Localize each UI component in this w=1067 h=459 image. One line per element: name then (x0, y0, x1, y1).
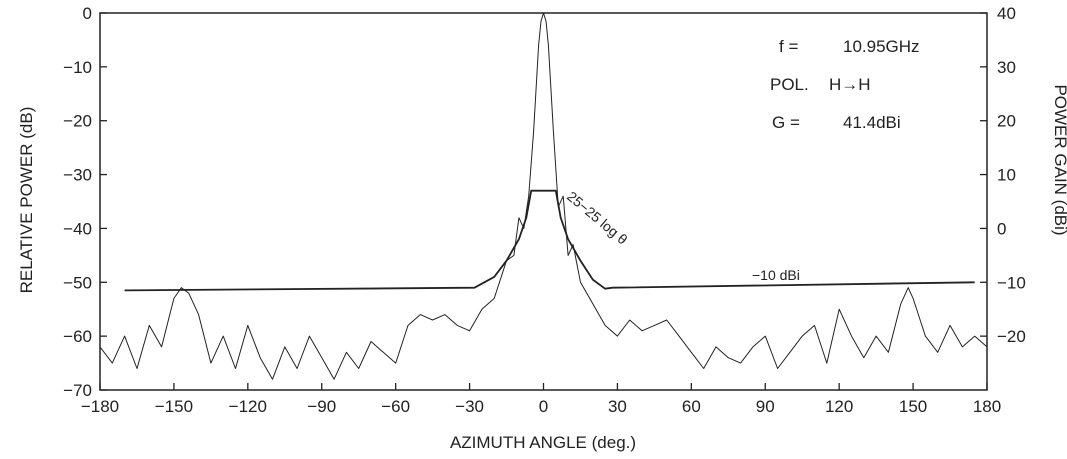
y-tick-label: 0 (83, 4, 92, 23)
pol-value: H→H (829, 75, 871, 94)
x-tick-label: −180 (81, 397, 119, 416)
measured-pattern-line (99, 12, 988, 380)
y2-tick-label: −20 (997, 327, 1026, 346)
y-axis-title: RELATIVE POWER (dB) (17, 107, 36, 294)
x-axis-ticks: −180 −150 −120 −90 −60 −30 0 30 60 90 120 150 180 (81, 383, 1001, 416)
y2-tick-label: 40 (997, 4, 1016, 23)
x-tick-label: 90 (756, 397, 775, 416)
y2-tick-label: 20 (997, 112, 1016, 131)
y2-tick-label: 10 (997, 166, 1016, 185)
y-tick-label: −50 (63, 273, 92, 292)
freq-label: f = (779, 37, 798, 56)
x-tick-label: 180 (973, 397, 1001, 416)
series-layer (99, 12, 988, 380)
envelope-line (124, 189, 975, 292)
x-tick-label: −60 (381, 397, 410, 416)
freq-value: 10.95GHz (843, 37, 920, 56)
y2-axis-ticks: 40 30 20 10 0 −10 −20 (980, 4, 1026, 346)
y2-axis-title: POWER GAIN (dBi) (1051, 84, 1067, 235)
x-tick-label: 60 (682, 397, 701, 416)
y-tick-label: −20 (63, 112, 92, 131)
gain-value: 41.4dBi (843, 113, 901, 132)
x-tick-label: 30 (608, 397, 627, 416)
x-tick-label: −30 (455, 397, 484, 416)
x-tick-label: −90 (307, 397, 336, 416)
gain-label: G = (772, 113, 800, 132)
y2-tick-label: 30 (997, 58, 1016, 77)
plot-frame (99, 12, 988, 391)
floor-label: −10 dBi (752, 267, 800, 283)
x-tick-label: 0 (539, 397, 548, 416)
y-tick-label: −70 (63, 381, 92, 400)
envelope-label: 25−25 log θ (564, 188, 631, 248)
y2-tick-label: −10 (997, 273, 1026, 292)
x-tick-label: 120 (825, 397, 853, 416)
y-tick-label: −10 (63, 58, 92, 77)
y2-tick-label: 0 (997, 219, 1006, 238)
y-axis-ticks: 0 −10 −20 −30 −40 −50 −60 −70 (63, 4, 107, 400)
y-tick-label: −30 (63, 166, 92, 185)
y-tick-label: −60 (63, 327, 92, 346)
x-axis-title: AZIMUTH ANGLE (deg.) (450, 433, 636, 452)
y-tick-label: −40 (63, 219, 92, 238)
x-tick-label: 150 (899, 397, 927, 416)
pol-label: POL. (770, 75, 809, 94)
x-tick-label: −120 (229, 397, 267, 416)
x-tick-label: −150 (155, 397, 193, 416)
